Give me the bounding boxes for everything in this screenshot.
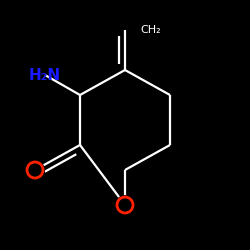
Text: H₂N: H₂N xyxy=(29,68,61,82)
Text: CH₂: CH₂ xyxy=(140,25,160,35)
Circle shape xyxy=(116,196,134,214)
Circle shape xyxy=(26,161,44,179)
